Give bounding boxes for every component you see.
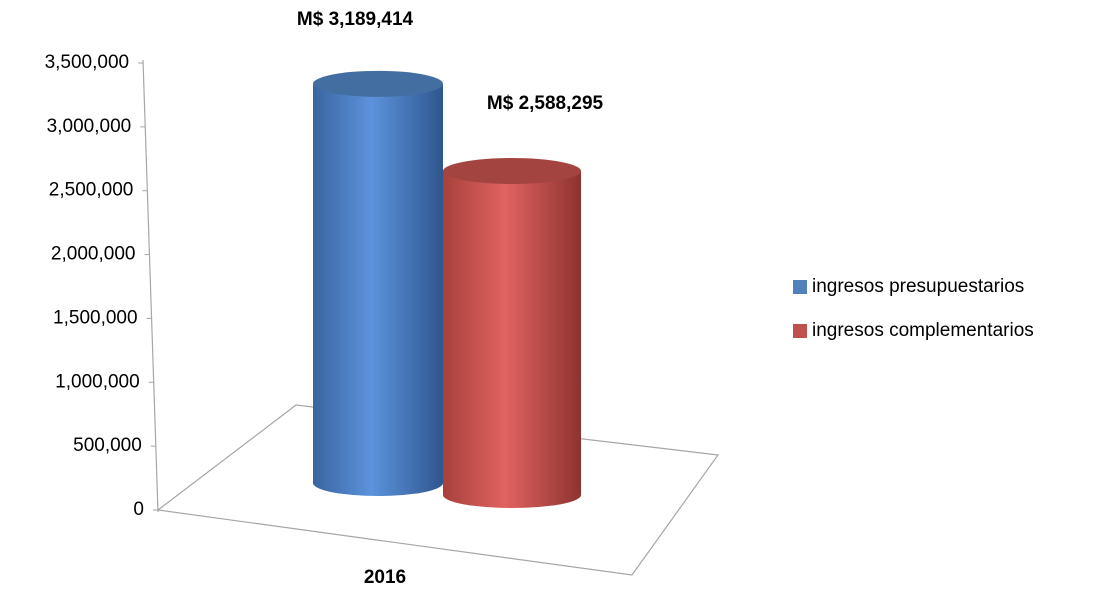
y-tick-label: 500,000: [73, 435, 142, 456]
bar: [313, 83, 443, 484]
legend-swatch: [793, 280, 807, 294]
floor: [156, 404, 720, 576]
legend-label: ingresos complementarios: [812, 320, 1034, 341]
bar: [443, 171, 581, 495]
y-tick-label: 3,000,000: [47, 116, 132, 137]
y-tick-label: 3,500,000: [45, 52, 130, 73]
data-label: M$ 3,189,414: [297, 9, 414, 30]
y-tick-label: 1,500,000: [53, 307, 138, 328]
cylinder-top: [443, 158, 581, 185]
y-tick-label: 2,500,000: [49, 180, 134, 201]
y-axis: [142, 59, 159, 513]
x-tick-label: 2016: [364, 567, 406, 588]
y-tick-label: 1,000,000: [55, 371, 140, 392]
data-label: M$ 2,588,295: [487, 93, 604, 114]
cylinder-top: [313, 70, 443, 97]
y-tick-label: 0: [133, 499, 144, 520]
y-tick-label: 2,000,000: [51, 244, 136, 265]
legend-swatch: [793, 324, 807, 338]
legend-label: ingresos presupuestarios: [812, 276, 1024, 297]
